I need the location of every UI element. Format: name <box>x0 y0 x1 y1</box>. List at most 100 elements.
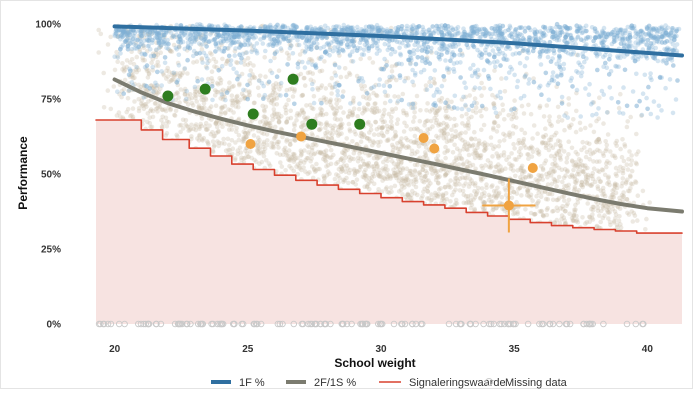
cloud-point <box>212 64 217 69</box>
cloud-point <box>496 123 501 129</box>
cloud-point <box>302 75 307 81</box>
cloud-point <box>428 181 433 186</box>
cloud-point <box>237 81 242 87</box>
cloud-point <box>432 166 437 171</box>
cloud-point <box>478 153 484 158</box>
cloud-point <box>132 99 137 104</box>
cloud-point <box>640 188 646 194</box>
cloud-point <box>284 153 290 158</box>
cloud-point <box>185 102 191 107</box>
cloud-point <box>220 56 225 62</box>
cloud-point <box>597 139 602 145</box>
cloud-point <box>350 179 356 185</box>
cloud-point <box>356 77 361 82</box>
cloud-point <box>578 127 583 132</box>
cloud-point <box>158 50 163 55</box>
cloud-point <box>410 105 416 111</box>
cloud-point <box>309 147 315 153</box>
cloud-point <box>541 213 546 219</box>
cloud-point <box>612 218 617 224</box>
cloud-point <box>453 129 459 134</box>
cloud-point <box>251 133 257 138</box>
cloud-point <box>377 125 382 130</box>
cloud-point <box>255 85 261 91</box>
cloud-point <box>404 174 410 179</box>
cloud-point <box>569 122 574 128</box>
cloud-point <box>253 159 259 164</box>
cloud-point <box>423 145 429 150</box>
cloud-point <box>213 121 218 127</box>
cloud-point <box>452 116 457 122</box>
cloud-point <box>314 113 320 118</box>
cloud-point <box>230 103 235 108</box>
cloud-point <box>457 182 462 187</box>
cloud-point <box>445 97 450 103</box>
cloud-point <box>364 95 369 101</box>
cloud-point <box>278 84 284 89</box>
cloud-point <box>124 64 130 70</box>
cloud-point <box>401 110 407 116</box>
cloud-point <box>402 78 407 84</box>
cloud-point <box>504 157 509 163</box>
cloud-point <box>130 114 136 120</box>
cloud-point <box>584 149 590 155</box>
cloud-point <box>511 141 516 147</box>
cloud-point <box>358 164 364 170</box>
cloud-point <box>406 102 412 107</box>
cloud-point <box>284 50 290 56</box>
cloud-point <box>462 143 467 149</box>
cloud-point <box>148 83 154 89</box>
cloud-point <box>266 120 272 126</box>
cloud-point <box>528 111 534 117</box>
cloud-point <box>276 120 282 125</box>
cloud-point <box>296 59 302 64</box>
cloud-point <box>475 153 481 158</box>
cloud-point <box>263 74 268 79</box>
cloud-point <box>407 168 413 174</box>
cloud-point <box>145 44 151 49</box>
cloud-point <box>453 134 459 139</box>
cloud-point <box>178 129 183 135</box>
cloud-point <box>511 189 516 195</box>
cloud-point <box>624 197 630 202</box>
cloud-point <box>545 205 550 211</box>
cloud-point <box>215 89 221 95</box>
cloud-point <box>483 163 488 168</box>
cloud-point <box>630 219 636 224</box>
cloud-point <box>588 123 593 128</box>
cloud-point <box>321 95 327 100</box>
cloud-point <box>395 117 401 122</box>
cloud-point <box>486 197 492 203</box>
cloud-point <box>292 138 298 143</box>
cloud-point <box>528 195 533 200</box>
cloud-point <box>210 97 215 103</box>
cloud-point <box>273 114 278 120</box>
cloud-point <box>347 72 353 77</box>
cloud-point <box>345 166 350 171</box>
cloud-point <box>400 166 406 171</box>
cloud-point <box>562 113 567 118</box>
cloud-point <box>590 176 596 182</box>
cloud-point <box>605 209 611 215</box>
cloud-point <box>379 125 385 131</box>
cloud-point <box>376 143 381 148</box>
cloud-point <box>145 31 151 37</box>
cloud-point <box>633 180 639 185</box>
cloud-point <box>374 156 380 161</box>
cloud-point <box>453 197 459 203</box>
cloud-point <box>498 164 503 169</box>
cloud-point <box>392 134 398 139</box>
cloud-point <box>548 121 553 127</box>
cloud-point <box>318 126 323 132</box>
cloud-point <box>159 107 165 112</box>
cloud-point <box>380 133 386 138</box>
cloud-point <box>473 105 479 110</box>
cloud-point <box>547 191 553 196</box>
cloud-point <box>205 140 211 146</box>
cloud-point <box>346 170 352 176</box>
cloud-point <box>424 108 429 113</box>
cloud-point <box>404 166 410 171</box>
cloud-point <box>271 102 277 107</box>
cloud-point <box>280 152 286 157</box>
